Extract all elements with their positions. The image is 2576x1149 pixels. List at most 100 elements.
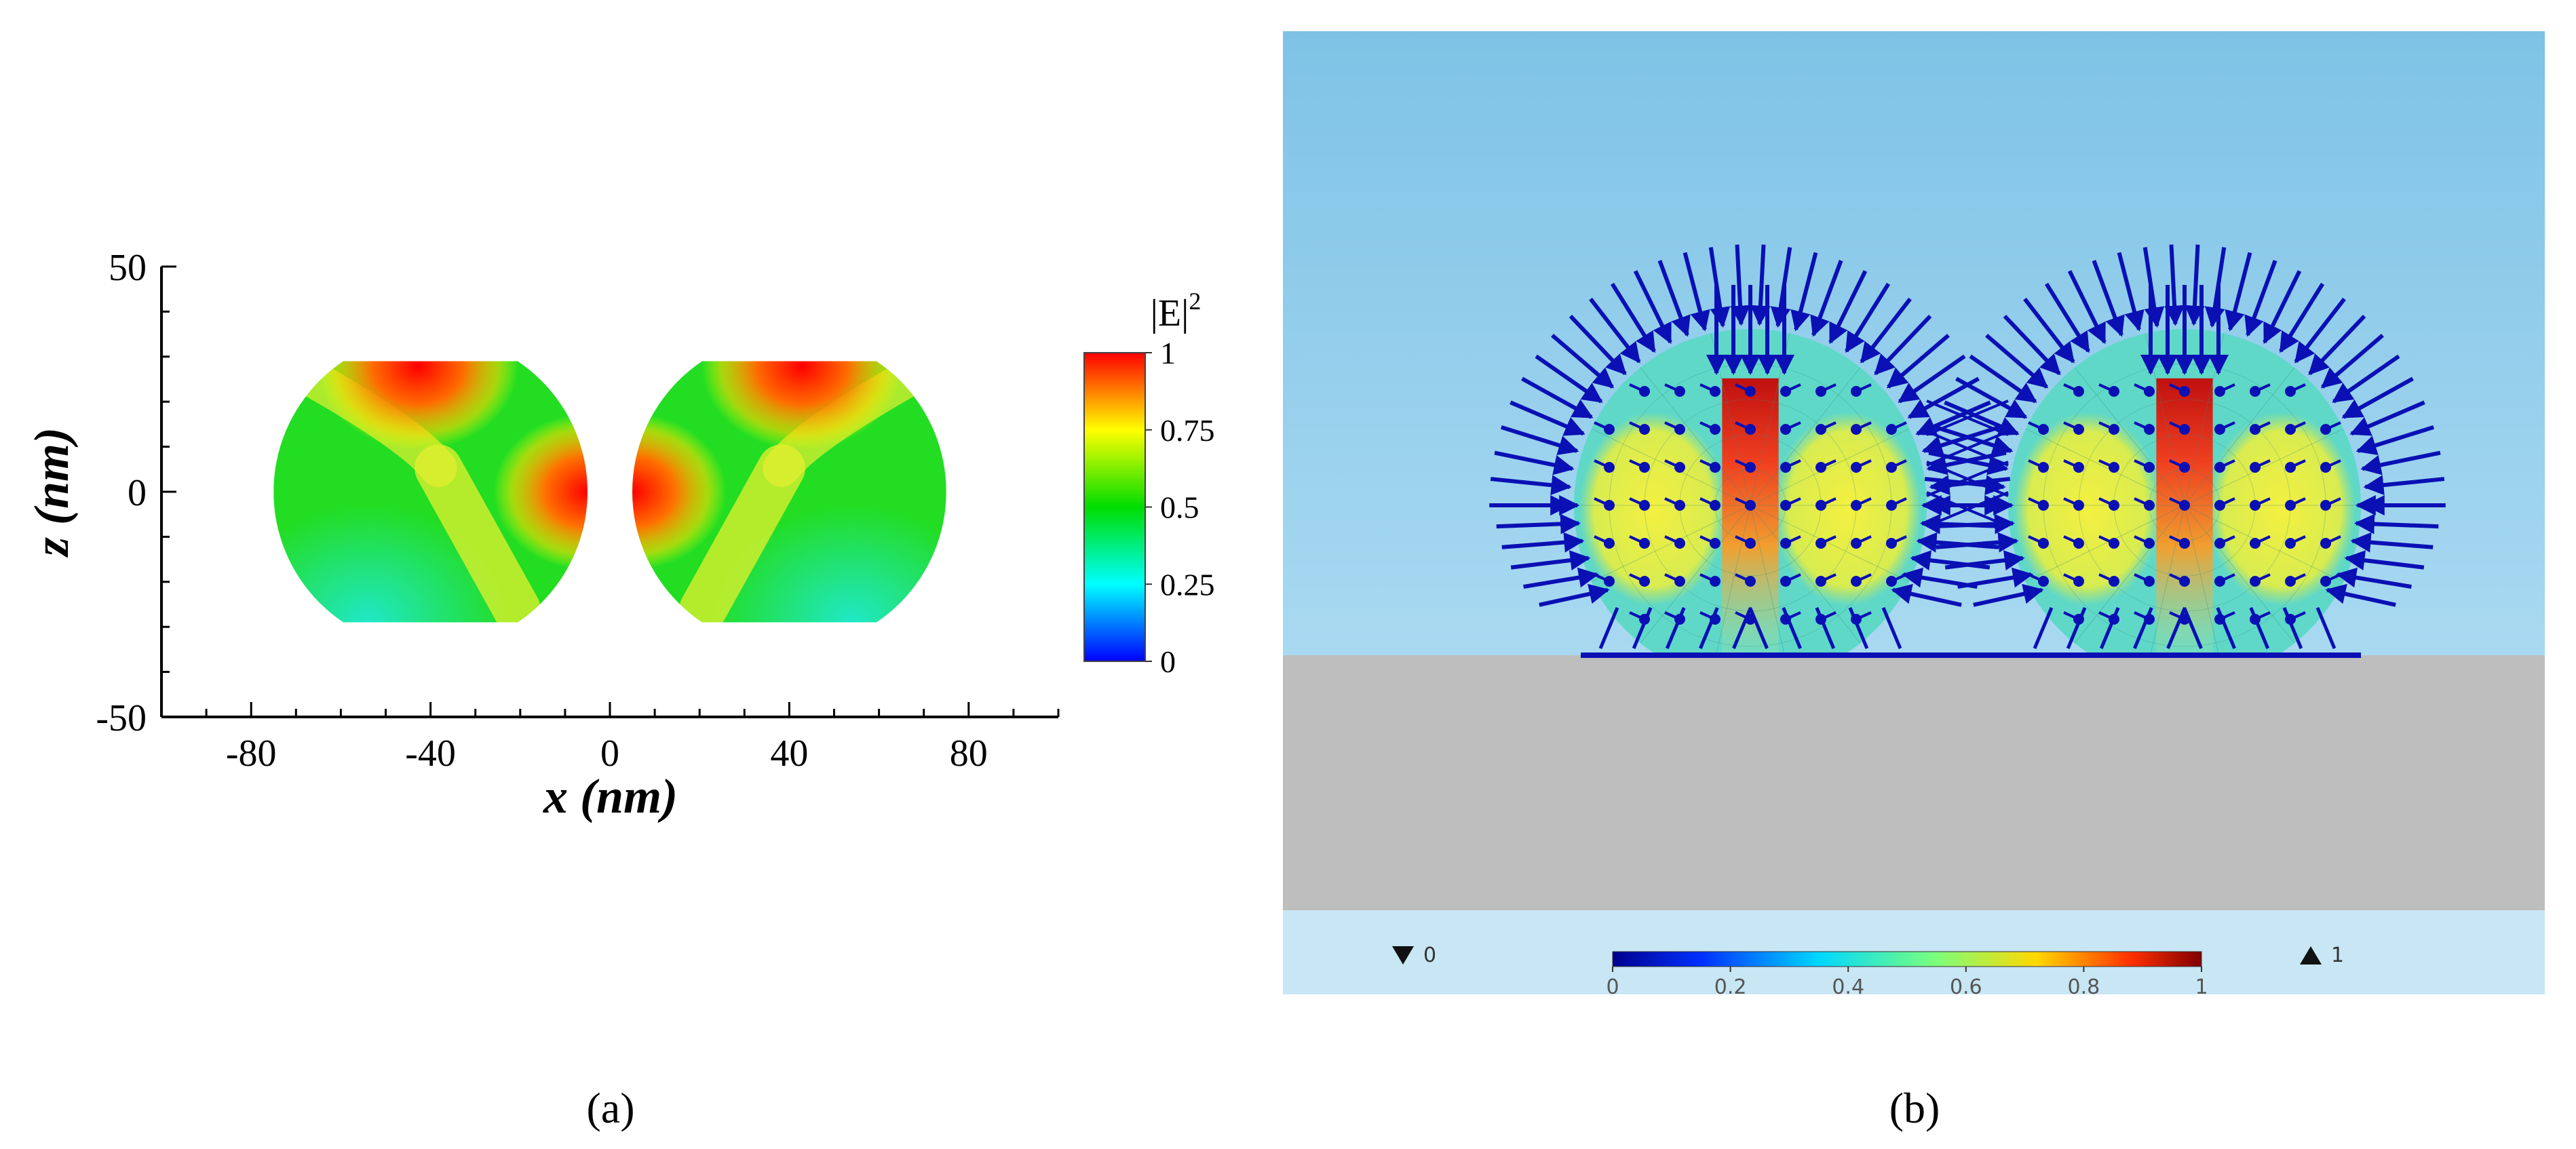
field-map-particles [273,361,946,623]
field-arrow [1539,583,1610,607]
field-arrow [1594,421,1610,431]
field-arrow [1785,497,1801,507]
field-arrow [2254,459,2271,469]
field-arrow [1881,607,1902,649]
field-arrow [1730,244,1751,326]
field-arrow [1629,459,1645,469]
particle-left [273,361,588,623]
field-arrow [2350,532,2434,553]
field-arrow [1891,497,1907,507]
field-arrow [2325,497,2341,507]
field-arrow [1915,400,1991,436]
field-arrow [1790,252,1818,332]
field-arrow [2028,421,2044,431]
field-arrow [1898,354,1966,404]
field-arrow [1891,459,1907,469]
field-arrow [1500,425,1579,456]
field-arrow [2169,383,2185,393]
field-arrow [2169,497,2185,507]
field-arrow [2254,383,2271,393]
field-arrow [1510,550,1591,570]
field-arrow [2134,497,2150,507]
colorbar-b-tick-label: 1 [2195,975,2208,999]
field-arrow [2249,607,2270,649]
field-arrow [1891,583,1962,607]
field-arrow [2219,459,2235,469]
field-arrow [1664,611,1680,621]
field-arrow [2279,282,2325,353]
field-arrow [2263,270,2302,345]
field-arrow [2219,573,2235,583]
colorbar-a-ticks: 1 0.75 0.5 0.25 0 [1145,336,1215,679]
field-arrow [2063,535,2079,545]
field-arrow [2244,260,2277,337]
field-arrow [1750,244,1771,326]
field-arrow [1936,532,2019,553]
field-arrow [2219,421,2235,431]
field-arrow [2254,611,2271,621]
field-arrow [1926,430,2009,467]
field-arrow [1629,611,1645,621]
field-arrow [1782,607,1802,649]
field-arrow [1735,459,1751,469]
field-arrow [1699,535,1716,545]
colorbar-b: 0 1 0 0.2 0.4 0.6 0.8 1 [1392,943,2344,999]
field-arrow [2169,459,2185,469]
field-arrow [1926,491,2009,528]
field-arrow [1891,573,1907,583]
field-arrow [1664,535,1680,545]
field-arrow [2023,297,2075,364]
field-arrow [2290,383,2306,393]
field-arrow [1699,421,1716,431]
field-arrow [1551,334,1615,389]
field-arrow [2164,244,2185,326]
field-arrow [2134,421,2150,431]
field-arrow [1496,513,1581,534]
field-arrow [1785,459,1801,469]
field-arrow [2290,421,2306,431]
field-arrow [2325,459,2341,469]
colorbar-a-tick-label: 0.75 [1160,413,1215,448]
field-arrow [2254,535,2271,545]
colorbar-a-ramp [1083,352,1146,662]
field-arrow [1856,573,1872,583]
colorbar-b-tick-label: 0 [1606,975,1619,999]
panel-a: -80 -40 0 40 80 50 0 -50 x (nm) z (nm) |E|2 1 0.… [24,247,1215,1132]
field-arrow [2282,607,2303,649]
field-arrow [2134,459,2150,469]
field-arrow [1632,607,1653,649]
field-arrow [2099,607,2120,649]
field-arrow [1523,567,1599,589]
field-arrow [2169,535,2185,545]
field-arrow [1973,583,2044,607]
field-arrow [1699,573,1716,583]
field-arrow [1664,573,1680,583]
field-arrow [1856,611,1872,621]
field-arrow [1490,475,1572,496]
field-arrow [1886,334,1950,389]
field-arrow [1860,297,1912,364]
field-arrow [2033,607,2054,649]
field-arrow [1665,607,1686,649]
y-axis-label: z (nm) [24,427,79,558]
field-arrow [2098,535,2115,545]
field-arrow [1924,475,2006,496]
field-arrow [1735,383,1751,393]
field-arrow [2344,550,2425,570]
field-arrow [2067,270,2107,345]
field-arrow [2063,421,2079,431]
field-arrow [1820,383,1837,393]
field-arrow [2183,607,2203,649]
field-arrow [2133,607,2153,649]
colorbar-b-ticks: 0 0.2 0.4 0.6 0.8 1 [1606,967,2208,999]
field-arrow [2325,421,2341,431]
panel-b: 0 1 0 0.2 0.4 0.6 0.8 1 (b) [1283,31,2545,1132]
field-arrow [1610,282,1656,353]
field-arrow [2092,260,2125,337]
field-arrow [1820,611,1837,621]
field-arrow [2216,607,2236,649]
field-arrow [1735,497,1751,507]
field-arrow [1848,607,1869,649]
field-arrow [1955,376,2028,419]
field-arrow [2290,459,2306,469]
